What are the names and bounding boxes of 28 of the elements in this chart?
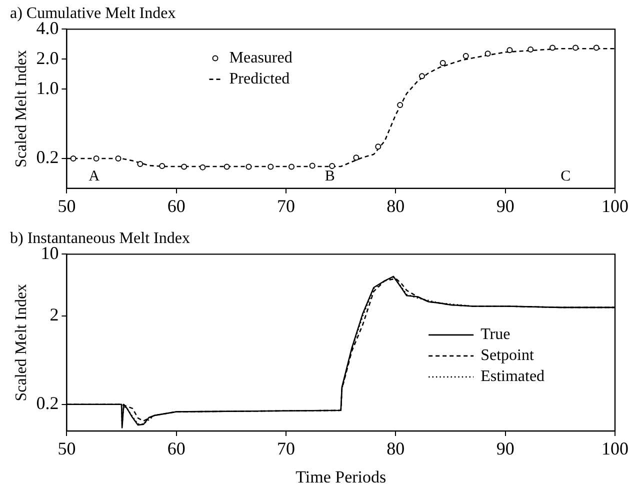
legend-label: Estimated [480,368,545,386]
y-tick-label: 0.2 [36,393,59,414]
x-tick-label: 100 [602,196,628,216]
x-tick-label: 80 [386,438,405,459]
legend-label: True [480,326,510,344]
y-axis-title: Scaled Melt Index [12,284,30,402]
x-axis-title: Time Periods [296,467,386,486]
x-tick-label: 60 [167,196,186,216]
x-tick-label: 60 [167,438,186,459]
annotation: B [324,168,335,184]
x-tick-label: 80 [386,196,405,216]
x-tick-label: 100 [602,438,628,459]
legend-label: Setpoint [480,347,534,364]
legend-label: Measured [229,50,292,67]
annotation: A [88,168,100,184]
y-tick-label: 2 [50,304,59,325]
x-tick-label: 70 [277,196,296,216]
annotation: C [560,168,571,184]
y-tick-label: 2.0 [36,48,59,68]
x-tick-label: 50 [58,438,76,459]
x-tick-label: 90 [496,438,514,459]
legend-label: Predicted [229,70,290,88]
y-tick-label: 1.0 [36,78,59,98]
x-tick-label: 50 [58,196,76,216]
y-axis-title: Scaled Melt Index [12,50,30,168]
x-tick-label: 90 [496,196,514,216]
y-tick-label: 0.2 [36,147,59,168]
x-tick-label: 70 [277,438,296,459]
